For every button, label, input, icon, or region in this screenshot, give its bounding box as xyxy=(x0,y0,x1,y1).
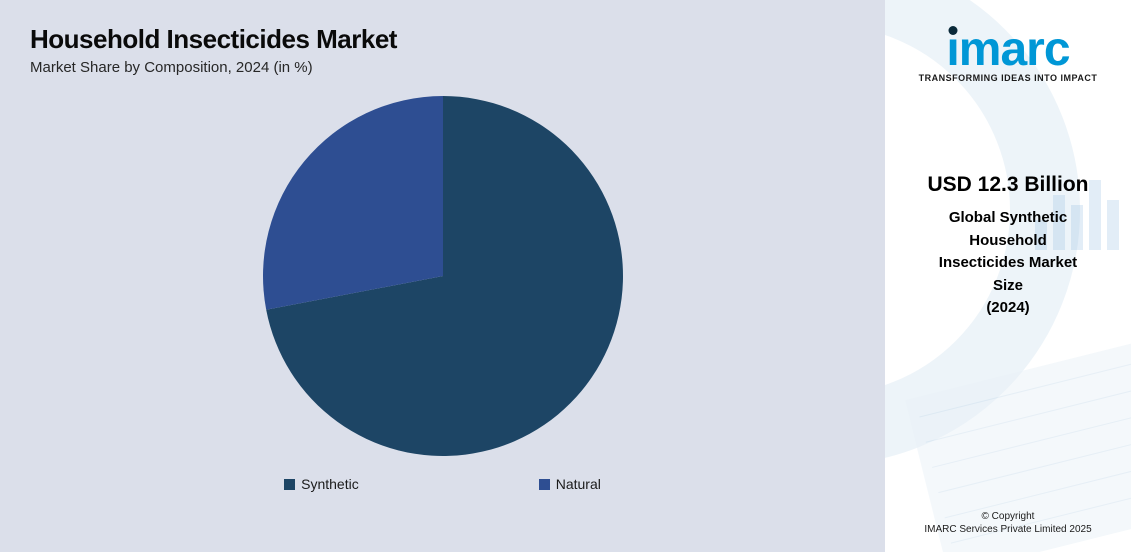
stat-block: USD 12.3 Billion Global SyntheticHouseho… xyxy=(927,173,1088,320)
copyright-line-2: IMARC Services Private Limited 2025 xyxy=(924,523,1091,536)
pie-slice-natural xyxy=(263,96,443,310)
legend-swatch xyxy=(284,479,295,490)
stat-value: USD 12.3 Billion xyxy=(927,173,1088,197)
stat-label-line: Household xyxy=(927,230,1088,253)
brand-logo: ımarc TRANSFORMING IDEAS INTO IMPACT xyxy=(919,28,1098,83)
side-panel: ımarc TRANSFORMING IDEAS INTO IMPACT USD… xyxy=(885,0,1131,552)
stat-label-line: Size xyxy=(927,275,1088,298)
chart-title: Household Insecticides Market xyxy=(30,24,855,55)
root-container: Household Insecticides Market Market Sha… xyxy=(0,0,1131,552)
stat-label: Global SyntheticHouseholdInsecticides Ma… xyxy=(927,207,1088,320)
stat-label-line: Insecticides Market xyxy=(927,252,1088,275)
copyright-text: © Copyright IMARC Services Private Limit… xyxy=(924,510,1091,540)
pie-chart-wrap xyxy=(30,76,855,476)
side-panel-content: ımarc TRANSFORMING IDEAS INTO IMPACT USD… xyxy=(897,20,1119,540)
legend-item-natural: Natural xyxy=(539,476,601,492)
legend-label: Natural xyxy=(556,476,601,492)
stat-label-line: (2024) xyxy=(927,297,1088,320)
legend-label: Synthetic xyxy=(301,476,359,492)
copyright-line-1: © Copyright xyxy=(924,510,1091,523)
legend-item-synthetic: Synthetic xyxy=(284,476,359,492)
legend: Synthetic Natural xyxy=(30,476,855,492)
brand-logo-word: ımarc xyxy=(919,28,1098,71)
chart-panel: Household Insecticides Market Market Sha… xyxy=(0,0,885,552)
pie-chart xyxy=(253,86,633,466)
stat-label-line: Global Synthetic xyxy=(927,207,1088,230)
legend-swatch xyxy=(539,479,550,490)
chart-subtitle: Market Share by Composition, 2024 (in %) xyxy=(30,59,855,76)
